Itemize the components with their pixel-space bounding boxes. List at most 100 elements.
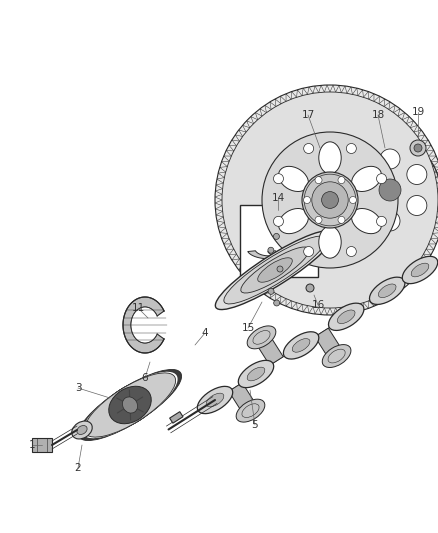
Ellipse shape bbox=[253, 330, 270, 344]
Circle shape bbox=[346, 247, 357, 256]
Circle shape bbox=[407, 165, 427, 184]
Ellipse shape bbox=[319, 226, 341, 258]
Circle shape bbox=[306, 284, 314, 292]
Ellipse shape bbox=[85, 373, 175, 437]
Ellipse shape bbox=[206, 393, 224, 407]
Ellipse shape bbox=[247, 367, 265, 381]
Circle shape bbox=[351, 151, 429, 229]
Text: 3: 3 bbox=[75, 383, 81, 393]
Ellipse shape bbox=[91, 377, 169, 433]
Circle shape bbox=[268, 247, 274, 253]
Text: 4: 4 bbox=[201, 328, 208, 338]
Circle shape bbox=[377, 216, 386, 227]
Ellipse shape bbox=[77, 425, 87, 434]
Circle shape bbox=[302, 172, 358, 228]
Circle shape bbox=[380, 149, 400, 169]
Circle shape bbox=[410, 140, 426, 156]
Circle shape bbox=[340, 140, 438, 240]
Circle shape bbox=[414, 144, 422, 152]
Ellipse shape bbox=[123, 397, 138, 413]
Circle shape bbox=[262, 132, 398, 268]
Circle shape bbox=[379, 179, 401, 201]
Circle shape bbox=[312, 182, 348, 218]
Ellipse shape bbox=[236, 399, 265, 422]
Circle shape bbox=[273, 233, 279, 239]
Circle shape bbox=[338, 216, 345, 223]
Circle shape bbox=[321, 191, 339, 208]
Text: 1: 1 bbox=[28, 440, 35, 450]
Ellipse shape bbox=[378, 284, 396, 297]
Ellipse shape bbox=[328, 303, 364, 330]
Text: 16: 16 bbox=[311, 300, 325, 310]
Polygon shape bbox=[248, 251, 290, 259]
Text: 11: 11 bbox=[131, 303, 145, 313]
Circle shape bbox=[338, 176, 345, 183]
Circle shape bbox=[304, 143, 314, 154]
Text: 2: 2 bbox=[75, 463, 81, 473]
Circle shape bbox=[315, 176, 322, 183]
Ellipse shape bbox=[370, 277, 405, 304]
Ellipse shape bbox=[279, 166, 308, 191]
Circle shape bbox=[380, 211, 400, 231]
Ellipse shape bbox=[197, 386, 233, 414]
Bar bbox=[240, 205, 318, 277]
Ellipse shape bbox=[328, 349, 345, 363]
Polygon shape bbox=[229, 383, 257, 415]
Text: 15: 15 bbox=[241, 323, 254, 333]
Ellipse shape bbox=[72, 421, 92, 439]
Ellipse shape bbox=[352, 166, 381, 191]
Ellipse shape bbox=[85, 373, 176, 437]
Ellipse shape bbox=[78, 369, 182, 441]
Polygon shape bbox=[315, 328, 343, 360]
Ellipse shape bbox=[242, 404, 259, 417]
Ellipse shape bbox=[238, 360, 274, 387]
Circle shape bbox=[315, 216, 322, 223]
Ellipse shape bbox=[110, 386, 150, 424]
Circle shape bbox=[377, 174, 386, 184]
Ellipse shape bbox=[402, 256, 438, 284]
Polygon shape bbox=[123, 297, 164, 353]
Circle shape bbox=[268, 288, 274, 294]
Ellipse shape bbox=[258, 258, 292, 282]
Circle shape bbox=[222, 92, 438, 308]
Ellipse shape bbox=[352, 208, 381, 233]
Text: 19: 19 bbox=[411, 107, 424, 117]
Ellipse shape bbox=[337, 310, 355, 324]
Text: 5: 5 bbox=[252, 420, 258, 430]
Ellipse shape bbox=[224, 236, 326, 304]
Ellipse shape bbox=[337, 269, 366, 292]
Ellipse shape bbox=[247, 326, 276, 349]
Polygon shape bbox=[268, 251, 310, 259]
Ellipse shape bbox=[319, 142, 341, 174]
Ellipse shape bbox=[279, 208, 308, 233]
Circle shape bbox=[346, 143, 357, 154]
Circle shape bbox=[215, 85, 438, 315]
Polygon shape bbox=[170, 411, 183, 423]
Ellipse shape bbox=[343, 273, 360, 287]
Ellipse shape bbox=[82, 372, 177, 438]
Circle shape bbox=[273, 216, 283, 227]
Circle shape bbox=[273, 174, 283, 184]
Circle shape bbox=[353, 196, 373, 215]
Ellipse shape bbox=[109, 386, 151, 424]
Circle shape bbox=[277, 266, 283, 272]
Ellipse shape bbox=[322, 345, 351, 367]
Text: 14: 14 bbox=[272, 193, 285, 203]
Ellipse shape bbox=[283, 332, 319, 359]
Ellipse shape bbox=[215, 230, 335, 310]
Polygon shape bbox=[255, 333, 283, 365]
Polygon shape bbox=[345, 276, 374, 308]
Ellipse shape bbox=[292, 338, 310, 352]
Circle shape bbox=[407, 196, 427, 215]
Circle shape bbox=[274, 300, 280, 306]
Circle shape bbox=[304, 247, 314, 256]
Circle shape bbox=[304, 197, 311, 204]
Circle shape bbox=[353, 165, 373, 184]
Ellipse shape bbox=[98, 381, 162, 430]
Text: 6: 6 bbox=[141, 373, 148, 383]
Ellipse shape bbox=[104, 384, 155, 426]
Text: 17: 17 bbox=[301, 110, 314, 120]
Circle shape bbox=[350, 197, 357, 204]
Ellipse shape bbox=[241, 247, 309, 293]
Ellipse shape bbox=[411, 263, 429, 277]
